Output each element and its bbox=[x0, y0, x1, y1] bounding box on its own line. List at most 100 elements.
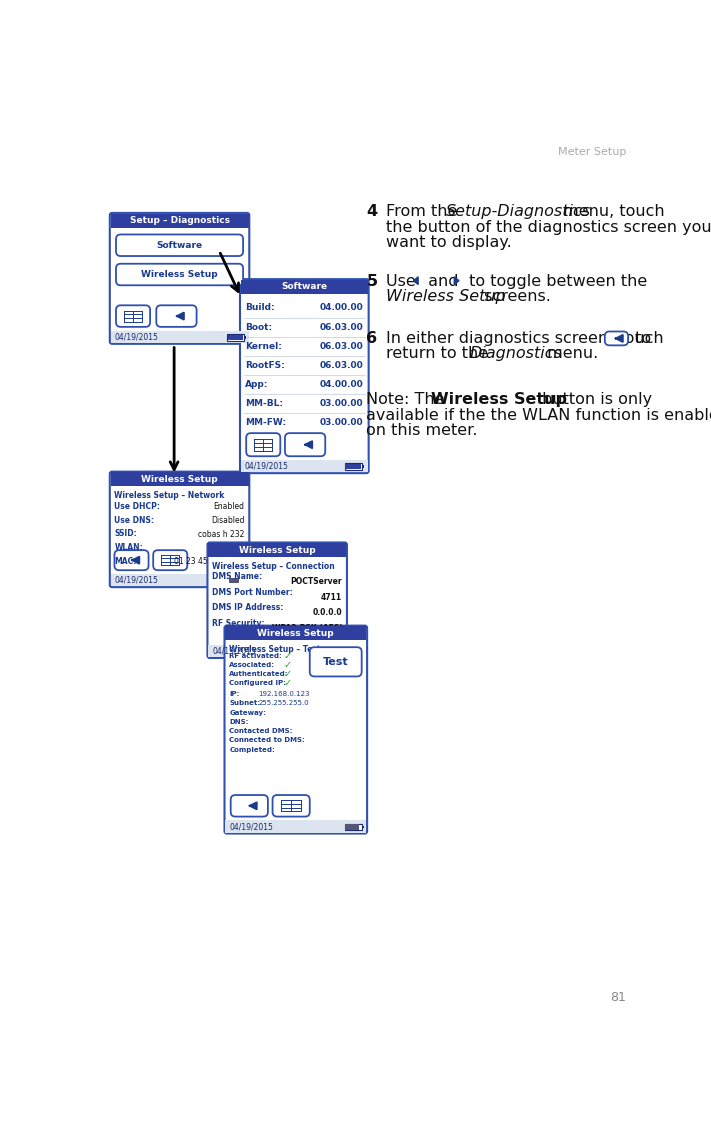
Text: 81: 81 bbox=[610, 991, 626, 1003]
Text: RF Security:: RF Security: bbox=[212, 618, 264, 628]
FancyBboxPatch shape bbox=[116, 264, 243, 285]
Bar bbox=[326, 648, 340, 654]
Text: Build:: Build: bbox=[245, 303, 275, 312]
Text: RF activated:: RF activated: bbox=[229, 653, 282, 658]
Text: Gateway:: Gateway: bbox=[229, 710, 266, 715]
FancyBboxPatch shape bbox=[153, 550, 187, 571]
Text: Wireless Setup: Wireless Setup bbox=[431, 392, 567, 408]
Text: to toggle between the: to toggle between the bbox=[464, 273, 647, 289]
Text: 192.168.0.123: 192.168.0.123 bbox=[259, 691, 310, 697]
Text: Use DHCP:: Use DHCP: bbox=[114, 501, 161, 510]
FancyBboxPatch shape bbox=[272, 795, 310, 817]
Text: IP:: IP: bbox=[229, 691, 240, 697]
Text: 03.00.00: 03.00.00 bbox=[320, 399, 363, 408]
FancyBboxPatch shape bbox=[225, 625, 367, 834]
Text: 01 23 45 67 89 AB: 01 23 45 67 89 AB bbox=[174, 557, 245, 566]
Text: ✓: ✓ bbox=[284, 650, 292, 661]
Text: 03.00.00: 03.00.00 bbox=[320, 418, 363, 427]
Text: ✓: ✓ bbox=[284, 669, 292, 679]
Text: Use DNS:: Use DNS: bbox=[114, 516, 154, 525]
Text: 04/19/2015: 04/19/2015 bbox=[212, 647, 256, 656]
Text: and: and bbox=[423, 273, 464, 289]
Text: Configured IP:: Configured IP: bbox=[229, 680, 286, 687]
Bar bbox=[242, 579, 245, 581]
Text: Wireless Setup: Wireless Setup bbox=[141, 270, 218, 279]
Text: Boot:: Boot: bbox=[245, 322, 272, 331]
Text: 4: 4 bbox=[366, 204, 378, 220]
FancyBboxPatch shape bbox=[114, 550, 149, 571]
Text: Associated:: Associated: bbox=[229, 662, 275, 667]
Text: Authenticated:: Authenticated: bbox=[229, 671, 289, 678]
Bar bbox=[227, 334, 244, 341]
Bar bbox=[229, 577, 239, 582]
Bar bbox=[244, 336, 246, 338]
FancyBboxPatch shape bbox=[156, 305, 197, 327]
Text: Kernel:: Kernel: bbox=[245, 342, 282, 351]
Text: From the: From the bbox=[387, 204, 463, 220]
Text: the button of the diagnostics screen you: the button of the diagnostics screen you bbox=[387, 220, 711, 235]
Text: button is only: button is only bbox=[537, 392, 652, 408]
Text: RootFS:: RootFS: bbox=[245, 361, 285, 370]
Text: Wireless Setup – Test: Wireless Setup – Test bbox=[229, 645, 321, 654]
Text: to: to bbox=[631, 330, 651, 346]
FancyBboxPatch shape bbox=[241, 460, 368, 473]
Text: Use: Use bbox=[387, 273, 422, 289]
FancyBboxPatch shape bbox=[208, 543, 346, 557]
Text: return to the: return to the bbox=[387, 346, 493, 361]
Text: 06.03.00: 06.03.00 bbox=[319, 322, 363, 331]
Text: Note: The: Note: The bbox=[366, 392, 450, 408]
Text: ✓: ✓ bbox=[284, 659, 292, 670]
Text: 5: 5 bbox=[366, 273, 378, 289]
FancyBboxPatch shape bbox=[111, 330, 249, 343]
Polygon shape bbox=[414, 277, 418, 285]
FancyBboxPatch shape bbox=[605, 331, 628, 345]
FancyBboxPatch shape bbox=[111, 214, 249, 228]
Text: Disabled: Disabled bbox=[211, 516, 245, 525]
FancyBboxPatch shape bbox=[240, 279, 368, 473]
Text: 4711: 4711 bbox=[321, 592, 342, 601]
Text: available if the the WLAN function is enabled: available if the the WLAN function is en… bbox=[366, 408, 711, 423]
Text: DNS:: DNS: bbox=[229, 719, 249, 724]
Text: Wireless Setup – Connection: Wireless Setup – Connection bbox=[212, 562, 335, 571]
Text: Software: Software bbox=[156, 240, 203, 249]
Text: cobas h 232: cobas h 232 bbox=[198, 530, 245, 539]
Text: MM-BL:: MM-BL: bbox=[245, 399, 284, 408]
Text: In either diagnostics screen, touch: In either diagnostics screen, touch bbox=[387, 330, 669, 346]
Text: MM-FW:: MM-FW: bbox=[245, 418, 287, 427]
Bar bbox=[228, 335, 243, 339]
Bar bbox=[346, 464, 361, 469]
Text: Contacted DMS:: Contacted DMS: bbox=[229, 728, 292, 735]
Text: 06.03.00: 06.03.00 bbox=[319, 361, 363, 370]
Text: menu.: menu. bbox=[542, 346, 598, 361]
Text: DMS Port Number:: DMS Port Number: bbox=[212, 588, 293, 597]
Text: App:: App: bbox=[245, 380, 269, 390]
Text: DMS IP Address:: DMS IP Address: bbox=[212, 604, 284, 613]
Text: on this meter.: on this meter. bbox=[366, 423, 478, 439]
Text: Diagnostics: Diagnostics bbox=[469, 346, 562, 361]
Polygon shape bbox=[454, 277, 459, 285]
Text: 04/19/2015: 04/19/2015 bbox=[229, 822, 273, 831]
Bar bbox=[228, 577, 242, 583]
FancyBboxPatch shape bbox=[116, 235, 243, 256]
Text: Wireless Setup: Wireless Setup bbox=[387, 289, 506, 304]
FancyBboxPatch shape bbox=[208, 645, 346, 657]
FancyBboxPatch shape bbox=[208, 542, 347, 658]
Text: SSID:: SSID: bbox=[114, 530, 137, 539]
Text: screens.: screens. bbox=[479, 289, 551, 304]
FancyBboxPatch shape bbox=[116, 305, 150, 327]
FancyBboxPatch shape bbox=[230, 795, 268, 817]
Bar bbox=[362, 465, 363, 468]
FancyBboxPatch shape bbox=[111, 574, 249, 587]
Text: Wireless Setup – Network: Wireless Setup – Network bbox=[114, 491, 225, 500]
Bar bbox=[340, 650, 342, 653]
Text: Wireless Setup: Wireless Setup bbox=[257, 629, 334, 638]
Bar bbox=[346, 825, 358, 829]
Text: MAC:: MAC: bbox=[114, 557, 137, 566]
Text: 04/19/2015: 04/19/2015 bbox=[114, 333, 159, 342]
Text: ✓: ✓ bbox=[284, 679, 292, 688]
Text: Completed:: Completed: bbox=[229, 746, 275, 753]
Text: Enabled: Enabled bbox=[213, 502, 245, 511]
Text: Test: Test bbox=[323, 657, 348, 666]
FancyBboxPatch shape bbox=[310, 647, 362, 677]
Text: Meter Setup: Meter Setup bbox=[557, 147, 626, 157]
